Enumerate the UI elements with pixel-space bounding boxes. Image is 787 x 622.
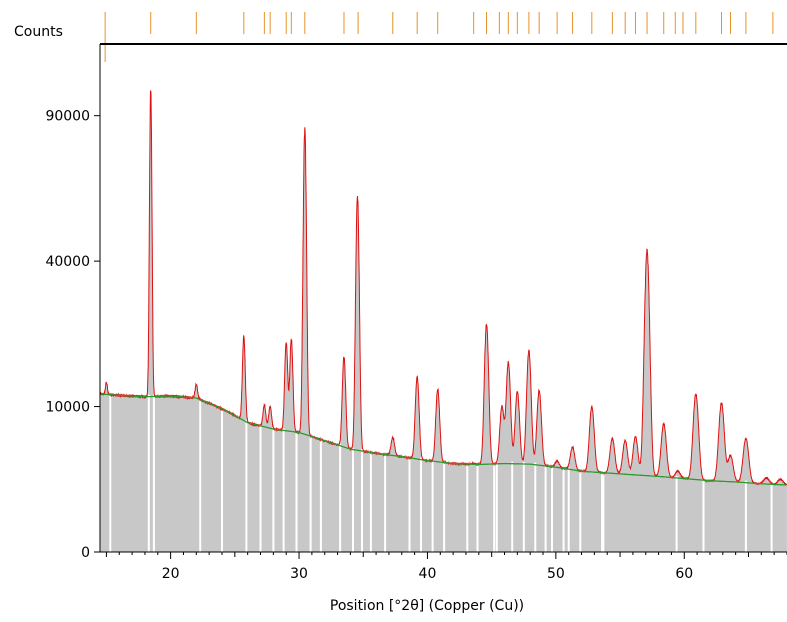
fill-gap [601,470,604,552]
reference-markers [104,12,774,62]
series-lines [100,90,787,487]
fill-gap [675,475,678,552]
fill-gap [551,464,553,552]
fill-gap [495,461,498,552]
axes: 0 10000 40000 90000 20 30 40 50 60 [45,43,787,582]
fill-gap [476,462,479,552]
y-axis-title: Counts [14,24,63,40]
fill-gap [562,466,565,552]
x-tick-label: 40 [419,566,437,582]
fill-gap [339,443,342,552]
fill-gap [744,480,747,552]
fill-gap [282,428,285,552]
fill-gap [493,461,496,552]
fill-gap [770,482,773,552]
fill-gap [443,460,446,552]
fill-gap [109,392,112,552]
y-tick-label: 10000 [45,400,90,416]
fill-gap [309,434,312,552]
intensity-fill [100,91,787,552]
fill-gap [147,394,150,552]
fill-gap [352,447,354,552]
fill-gap [602,470,605,552]
fill-gap [361,449,363,552]
fill-gap [579,469,582,552]
x-axis-title: Position [°2θ] (Copper (Cu)) [330,598,524,614]
x-tick-label: 50 [547,566,565,582]
fill-gap [152,394,155,552]
x-tick-label: 60 [675,566,693,582]
fill-gap [319,437,322,552]
fill-gap [544,464,547,552]
fill-gap [259,423,262,552]
x-tick-label: 30 [290,566,308,582]
background-series [100,393,787,486]
fill-gap [534,462,537,552]
y-tick-label: 0 [81,545,90,561]
intensity-area [100,91,787,552]
fill-gap [199,397,202,552]
fill-gap [511,461,514,552]
fill-gap [384,452,387,552]
fill-gap [567,467,570,552]
y-tick-label: 90000 [45,109,90,125]
fill-gap [702,478,705,552]
y-tick-label: 40000 [45,254,90,270]
x-tick-label: 20 [162,566,180,582]
fill-gaps [109,392,773,552]
fill-gap [466,462,469,552]
fill-gap [522,462,525,552]
fill-gap [221,406,223,552]
fill-gap [408,455,411,552]
fill-gap [369,450,372,552]
fill-gap [431,459,434,552]
fill-gap [295,430,298,552]
fill-gap [420,457,422,552]
fill-gap [245,420,248,552]
fill-gap [272,427,275,552]
